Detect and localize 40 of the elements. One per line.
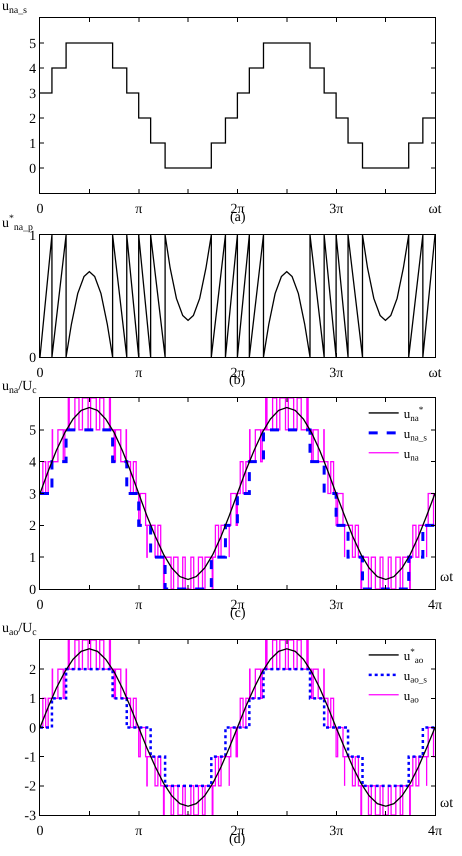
y-tick-label: 3 [29, 487, 36, 502]
y-tick-label: 4 [29, 62, 36, 77]
legend-label: u$_{na}$ [404, 446, 419, 463]
legend-label: u$_{ao_s}$ [404, 668, 428, 685]
y-tick-label: 2 [29, 663, 36, 678]
y-axis-title: u$_{na_s}$ [2, 0, 28, 16]
y-tick-label: 0 [29, 350, 36, 366]
y-tick-label: 1 [29, 692, 36, 708]
y-tick-label: 2 [29, 112, 36, 127]
y-tick-label: 4 [29, 456, 36, 471]
x-tick-label: 4π [428, 824, 442, 839]
legend-label: u$_{ao}$ [404, 688, 420, 705]
x-tick-label: 3π [329, 824, 344, 839]
y-tick-label: 2 [29, 519, 36, 534]
y-tick-label: 0 [29, 721, 36, 736]
x-tick-label: ωt [428, 202, 442, 217]
x-tick-label: ωt [428, 366, 442, 381]
x-tick-label: π [135, 598, 142, 613]
y-tick-label: 5 [29, 424, 36, 439]
y-tick-label: 5 [29, 36, 36, 52]
x-tick-label: π [135, 366, 142, 381]
y-tick-label: -2 [24, 780, 36, 795]
y-tick-label: 3 [29, 86, 36, 102]
x-axis-title: ωt [440, 796, 454, 811]
y-tick-label: 0 [29, 162, 36, 177]
y-tick-label: 1 [29, 551, 36, 566]
x-tick-label: 3π [329, 598, 344, 613]
y-tick-label: -3 [24, 808, 36, 824]
x-axis-title: ωt [440, 570, 454, 585]
x-tick-label: 3π [329, 202, 344, 217]
x-tick-label: 4π [428, 598, 442, 613]
y-axis-title: u$_{ao}$/U$_{c}$ [2, 621, 38, 638]
x-tick-label: π [135, 824, 142, 839]
y-axis-title: u$_{na}$/U$_{c}$ [2, 379, 38, 396]
y-tick-label: 1 [29, 136, 36, 152]
x-tick-label: 3π [329, 366, 344, 381]
x-tick-label: π [135, 202, 142, 217]
y-tick-label: 0 [29, 582, 36, 598]
legend-label: u$_{na_s}$ [404, 426, 428, 443]
y-tick-label: -1 [24, 750, 36, 766]
